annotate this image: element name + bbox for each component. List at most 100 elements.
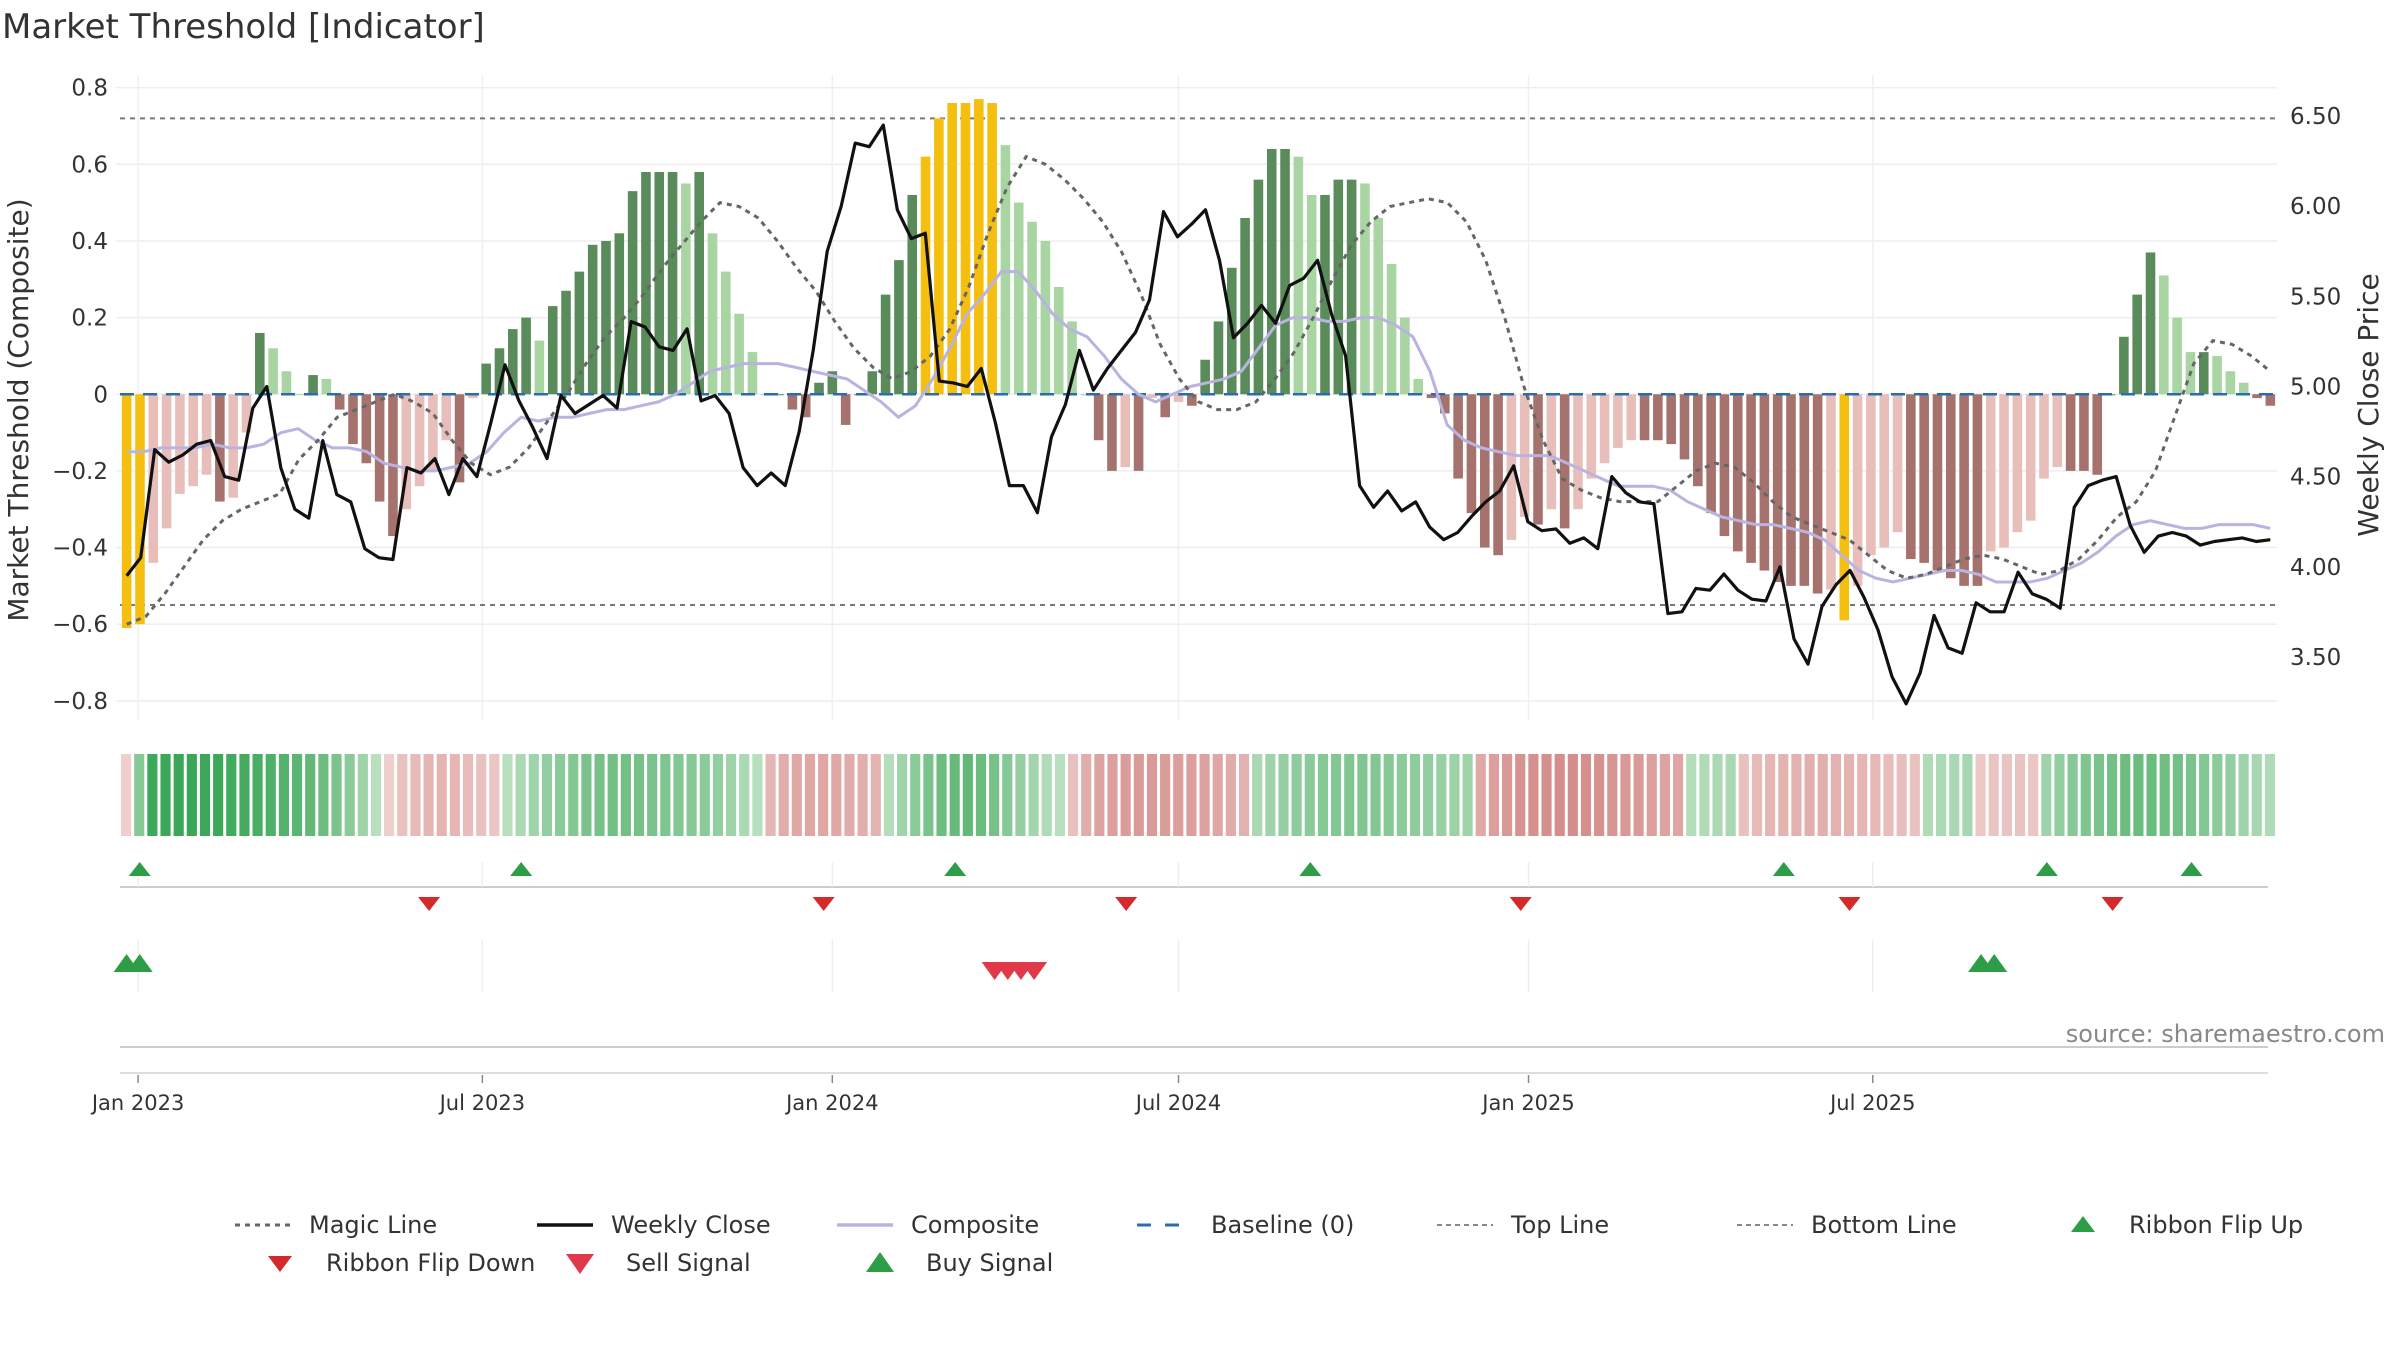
ribbon-segment bbox=[476, 754, 487, 836]
ribbon-segment bbox=[2120, 754, 2131, 836]
ribbon-segment bbox=[278, 754, 289, 836]
composite-bar bbox=[1985, 394, 1996, 552]
ribbon-segment bbox=[134, 754, 145, 836]
ribbon-segment bbox=[1896, 754, 1907, 836]
ribbon-segment bbox=[1633, 754, 1644, 836]
composite-bar bbox=[281, 371, 292, 395]
ribbon-segment bbox=[910, 754, 921, 836]
ribbon-segment bbox=[2067, 754, 2078, 836]
composite-bar bbox=[294, 394, 305, 396]
composite-bar bbox=[1653, 394, 1663, 441]
composite-bar bbox=[334, 394, 345, 410]
composite-bar bbox=[2132, 294, 2142, 395]
composite-bar bbox=[1293, 156, 1304, 395]
ribbon-segment bbox=[1554, 754, 1565, 836]
composite-bar bbox=[960, 102, 971, 395]
right-tick-label: 4.00 bbox=[2290, 555, 2341, 581]
ribbon-segment bbox=[870, 754, 881, 836]
ribbon-segment bbox=[1751, 754, 1763, 836]
composite-bar bbox=[241, 394, 252, 433]
legend-item: Weekly Close bbox=[611, 1211, 771, 1239]
legend-item: Magic Line bbox=[309, 1211, 437, 1239]
composite-bar bbox=[800, 394, 811, 418]
composite-bar bbox=[2265, 394, 2276, 406]
ribbon-segment bbox=[1699, 754, 1710, 836]
chart-title: Market Threshold [Indicator] bbox=[2, 7, 485, 47]
ribbon-segment bbox=[2172, 754, 2183, 836]
ribbon-segment bbox=[633, 754, 645, 836]
ribbon-segment bbox=[1528, 754, 1539, 836]
ribbon-segment bbox=[1225, 754, 1236, 836]
ribbon-segment bbox=[1041, 754, 1052, 836]
composite-bar bbox=[947, 102, 957, 395]
right-tick-label: 5.50 bbox=[2290, 284, 2341, 310]
weekly-close-line bbox=[125, 123, 2271, 706]
ribbon-segment bbox=[1817, 754, 1828, 836]
ribbon-segment bbox=[1186, 754, 1197, 836]
ribbon-flip-up-marker bbox=[510, 862, 533, 876]
ribbon-segment bbox=[896, 754, 908, 836]
composite-bar bbox=[1546, 394, 1557, 510]
composite-bar bbox=[734, 313, 744, 395]
ribbon-segment bbox=[384, 754, 395, 836]
composite-bar bbox=[574, 271, 585, 395]
ribbon-segment bbox=[1607, 754, 1618, 836]
ribbon-segment bbox=[1791, 754, 1802, 836]
composite-bar bbox=[507, 329, 518, 395]
composite-bar bbox=[1187, 394, 1197, 406]
ribbon-segment bbox=[1502, 754, 1513, 836]
ribbon-segment bbox=[2251, 754, 2262, 836]
composite-bar bbox=[614, 233, 625, 395]
ribbon-segment bbox=[765, 754, 776, 836]
ribbon-segment bbox=[844, 754, 855, 836]
ribbon-segment bbox=[1975, 754, 1986, 836]
left-tick-label: 0.8 bbox=[71, 76, 108, 102]
composite-bar bbox=[1852, 394, 1863, 586]
composite-bar bbox=[348, 394, 358, 445]
ribbon-segment bbox=[804, 754, 816, 836]
composite-bar bbox=[1866, 394, 1876, 556]
ribbon-segment bbox=[1857, 754, 1868, 836]
composite-bar bbox=[321, 378, 332, 395]
composite-bar bbox=[1786, 394, 1796, 586]
ribbon-segment bbox=[699, 754, 710, 836]
left-tick-label: 0.4 bbox=[71, 229, 108, 255]
composite-bar bbox=[1333, 179, 1344, 395]
ribbon-segment bbox=[1949, 754, 1960, 836]
ribbon-segment bbox=[686, 754, 697, 836]
composite-bar bbox=[2145, 252, 2156, 395]
ribbon-segment bbox=[1541, 754, 1552, 836]
ribbon-segment bbox=[2185, 754, 2197, 836]
composite-bar bbox=[694, 171, 704, 395]
composite-bar bbox=[2252, 394, 2262, 399]
ribbon-flip-down-marker bbox=[2101, 897, 2124, 911]
ribbon-segment bbox=[357, 754, 368, 836]
legend-item: Buy Signal bbox=[926, 1249, 1053, 1277]
ribbon-segment bbox=[1120, 754, 1131, 836]
composite-bar bbox=[1160, 394, 1171, 418]
buy-signal-marker bbox=[1981, 954, 2008, 972]
composite-bar bbox=[1200, 359, 1210, 395]
ribbon-segment bbox=[1594, 754, 1605, 836]
composite-bar bbox=[2225, 371, 2236, 395]
composite-bar bbox=[1413, 378, 1423, 395]
composite-bar bbox=[2212, 355, 2222, 395]
ribbon-segment bbox=[1936, 754, 1947, 836]
ribbon-segment bbox=[1672, 754, 1684, 836]
ribbon-segment bbox=[1909, 754, 1920, 836]
composite-bar bbox=[1147, 394, 1157, 399]
composite-bar bbox=[188, 394, 199, 487]
ribbon-segment bbox=[568, 754, 579, 836]
date-tick-label: Jul 2024 bbox=[1134, 1091, 1221, 1115]
legend-label: Top Line bbox=[1510, 1211, 1609, 1239]
ribbon-segment bbox=[949, 754, 960, 836]
ribbon-segment bbox=[226, 754, 237, 836]
legend-label: Ribbon Flip Down bbox=[326, 1249, 535, 1277]
composite-bar bbox=[1972, 394, 1983, 586]
composite-bar bbox=[1639, 394, 1650, 441]
ribbon-segment bbox=[1396, 754, 1407, 836]
composite-bar bbox=[228, 394, 238, 498]
composite-bar bbox=[867, 371, 878, 395]
composite-bar bbox=[1067, 321, 1077, 395]
